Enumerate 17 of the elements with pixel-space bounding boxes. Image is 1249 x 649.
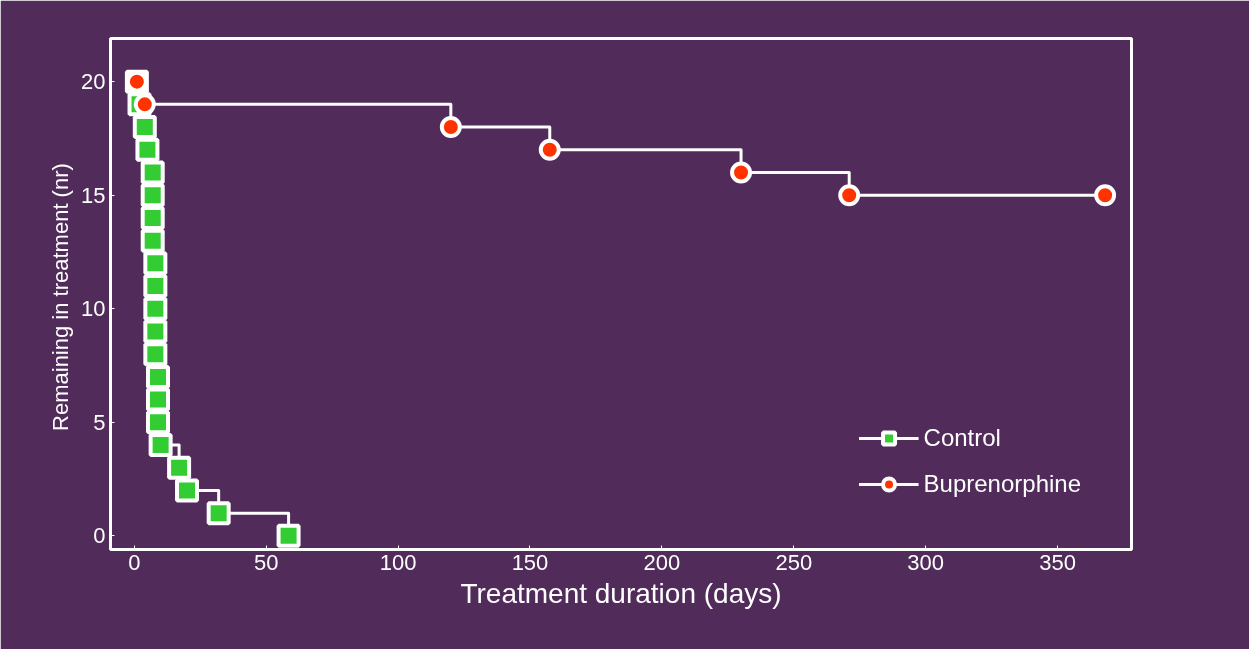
y-tick-label: 0 xyxy=(93,523,106,549)
x-tick-label: 350 xyxy=(1039,549,1076,575)
legend-label: Control xyxy=(923,424,1001,452)
legend-label: Buprenorphine xyxy=(923,470,1081,498)
x-tick-label: 100 xyxy=(379,549,417,575)
y-axis-title: Remaining in treatment (nr) xyxy=(48,163,74,431)
y-tick-label: 10 xyxy=(81,296,106,322)
y-tick-label: 20 xyxy=(81,69,106,95)
x-axis-title: Treatment duration (days) xyxy=(460,577,782,609)
y-tick-label: 15 xyxy=(81,182,106,208)
x-tick-label: 0 xyxy=(128,549,141,575)
x-tick-label: 200 xyxy=(643,549,681,575)
x-tick-label: 300 xyxy=(907,549,945,575)
x-tick-label: 150 xyxy=(511,549,549,575)
y-tick-label: 5 xyxy=(93,409,106,435)
x-tick-label: 250 xyxy=(775,549,813,575)
x-tick-label: 50 xyxy=(253,549,279,575)
